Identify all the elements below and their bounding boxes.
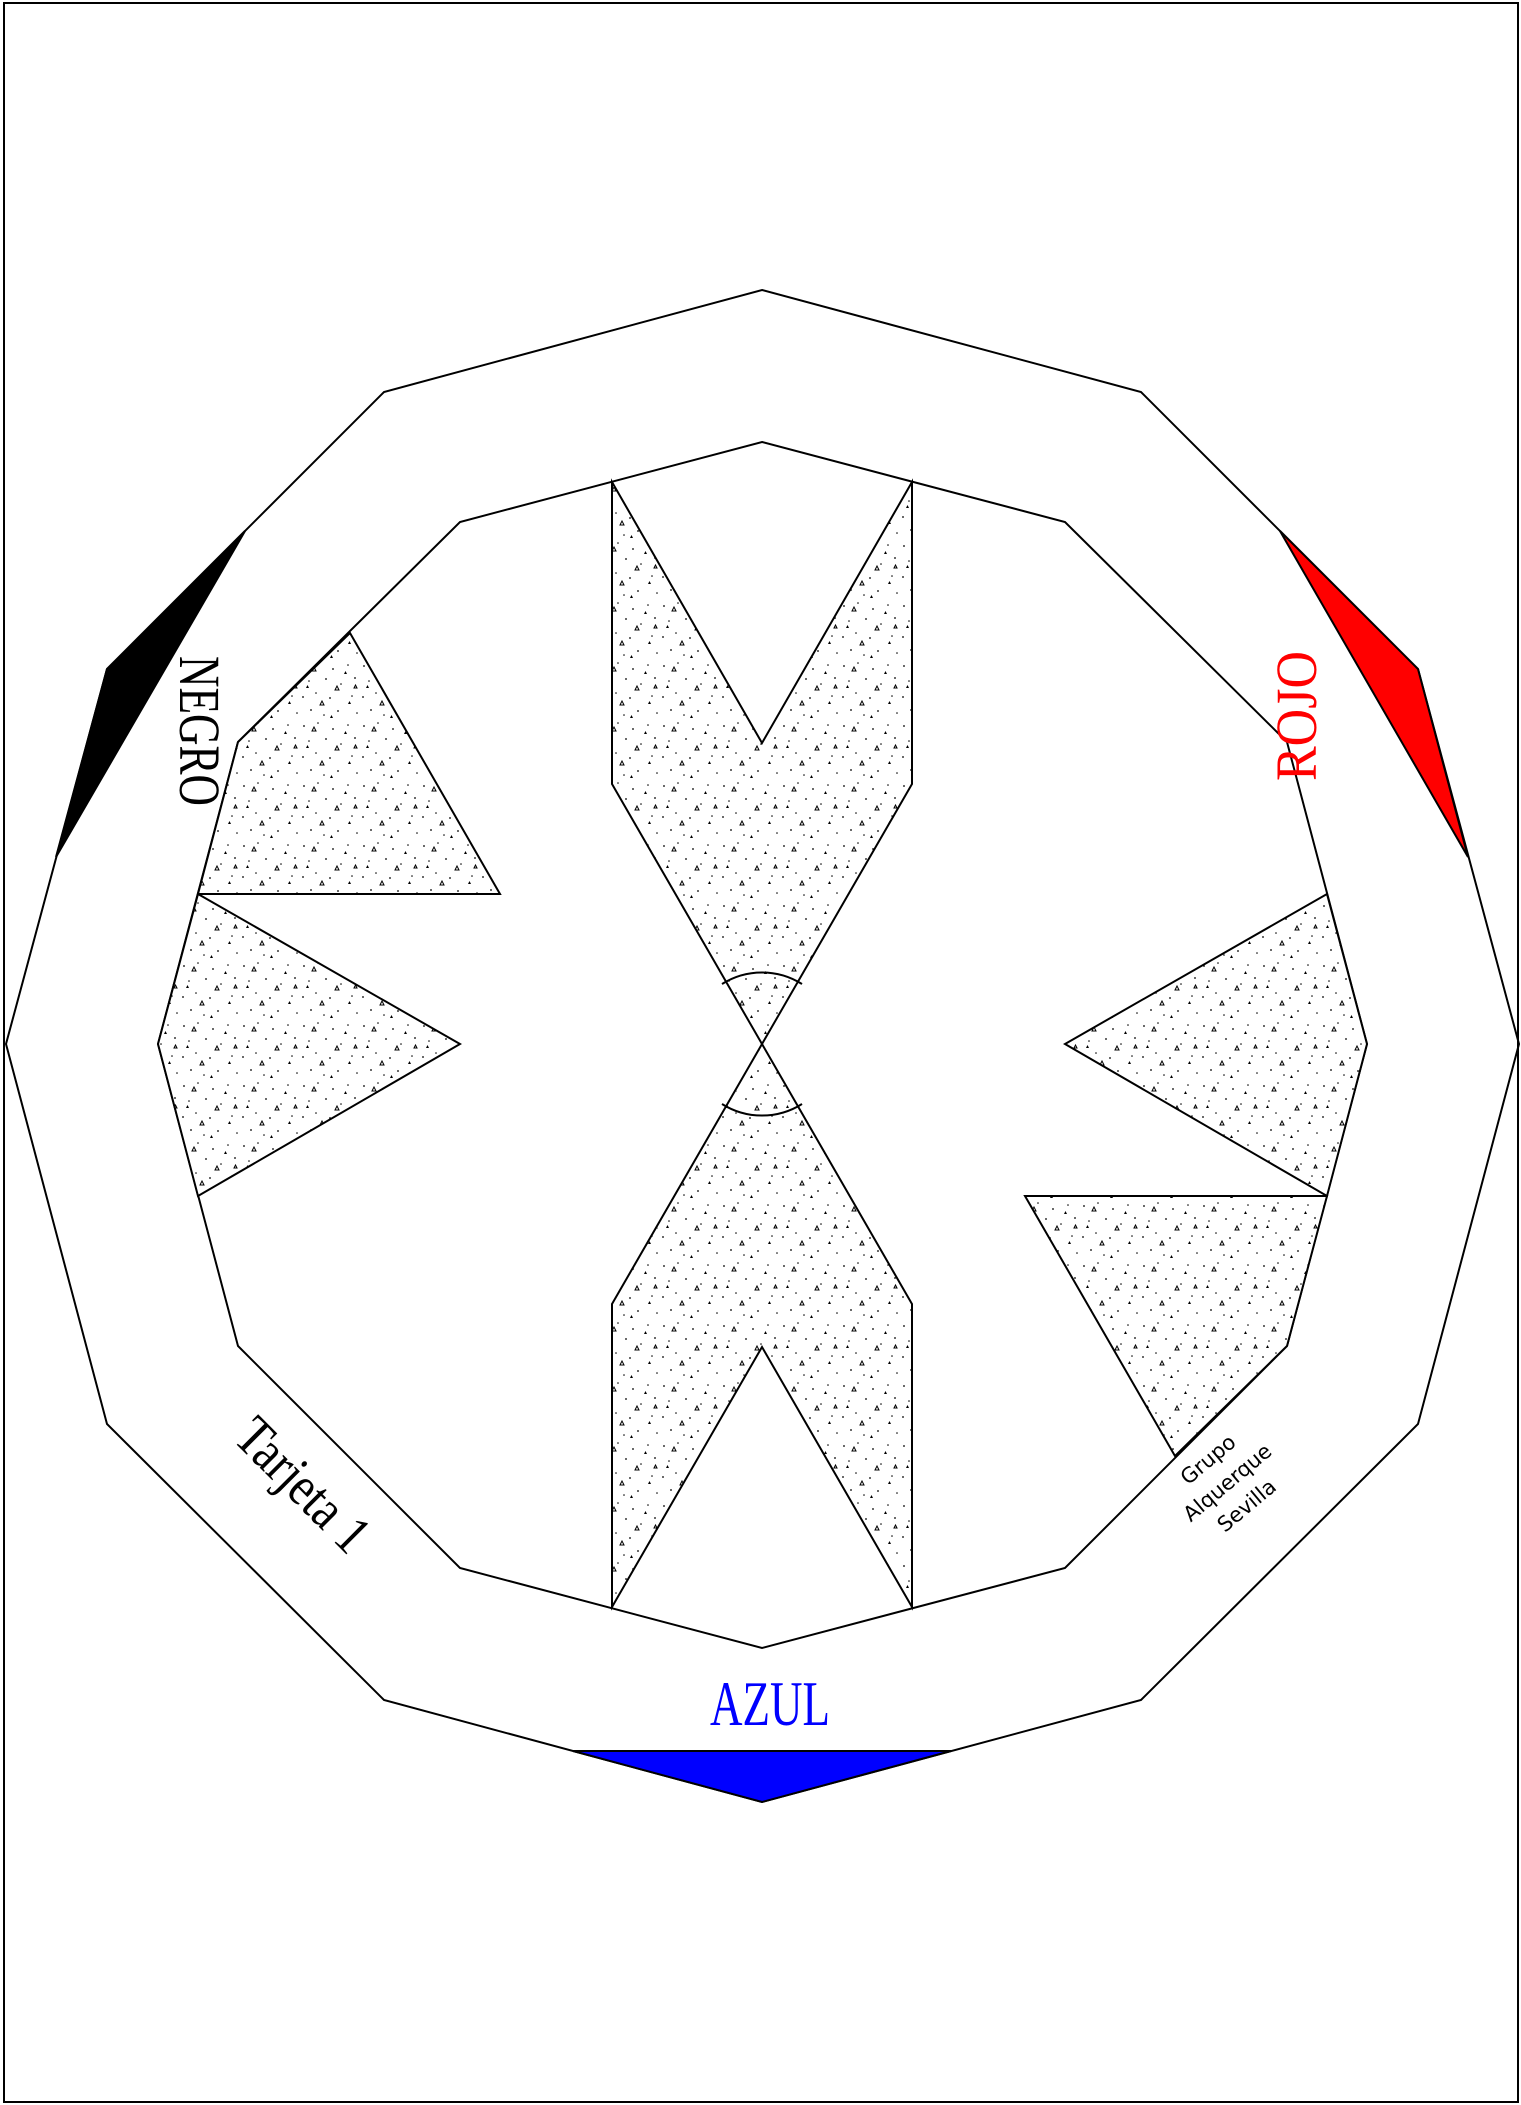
rojo-marker xyxy=(1279,530,1469,858)
rojo-label: ROJO xyxy=(1264,651,1329,781)
card-title: Tarjeta 1 xyxy=(222,1405,383,1566)
bottom-piece xyxy=(611,1041,913,1611)
left-lower-triangle xyxy=(156,892,463,1198)
card-border xyxy=(3,2,1519,2103)
bottom-center-arc xyxy=(721,1103,803,1117)
right-upper-triangle xyxy=(1062,892,1369,1198)
top-center-arc xyxy=(721,971,803,985)
negro-label: NEGRO xyxy=(167,656,232,806)
left-upper-triangle xyxy=(196,631,502,895)
azul-label: AZUL xyxy=(710,1668,830,1739)
right-lower-triangle xyxy=(1023,1195,1329,1458)
negro-marker xyxy=(55,530,246,858)
azul-marker xyxy=(572,1750,952,1804)
top-piece xyxy=(611,478,913,1047)
